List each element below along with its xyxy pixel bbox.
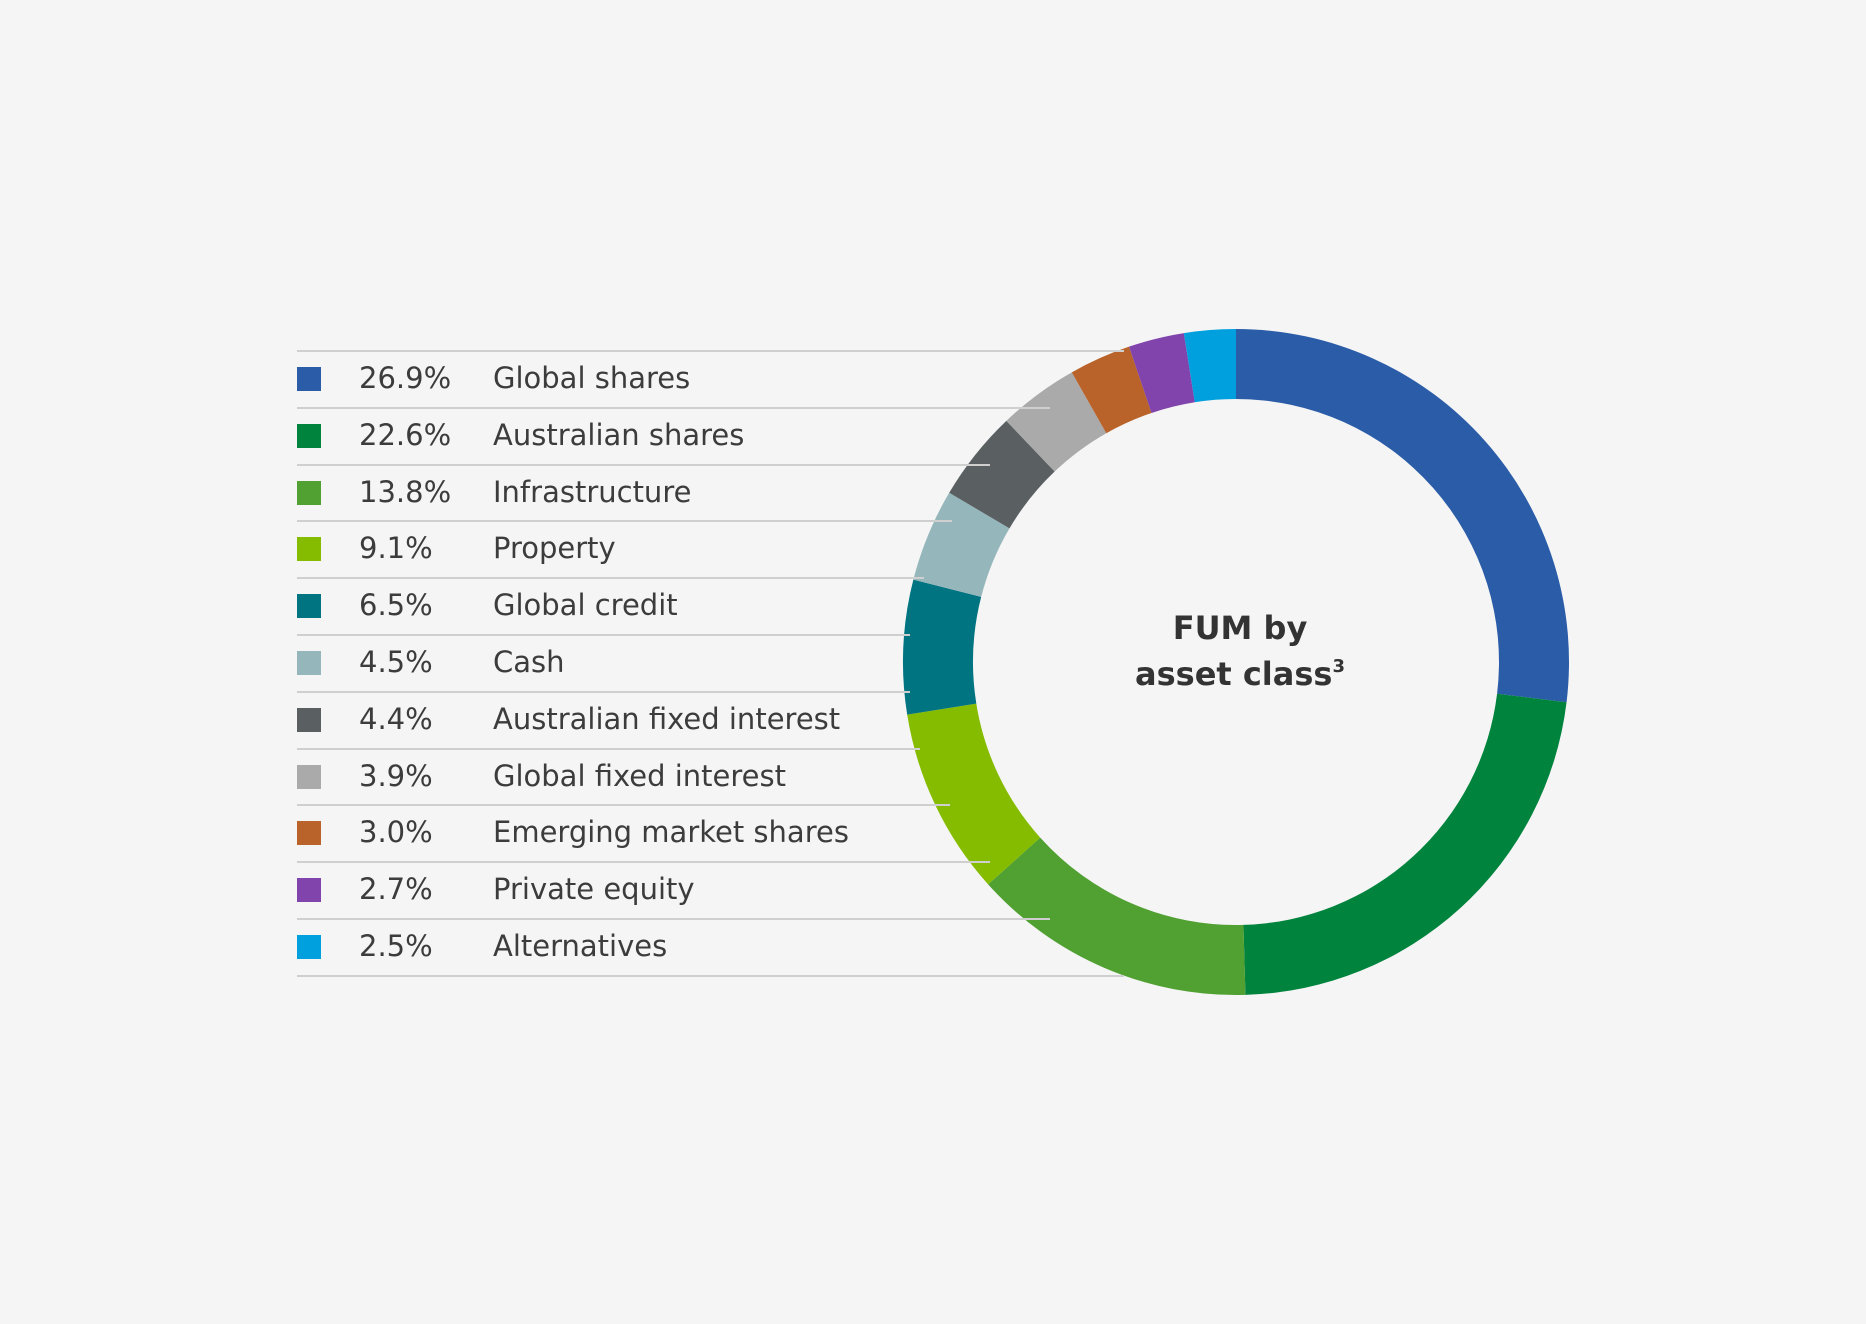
chart-title-line1: FUM by [1172,609,1308,647]
chart-title: FUM by asset class3 [1060,605,1420,697]
donut-slice [1006,372,1107,472]
donut-slice [1183,329,1236,403]
legend-swatch [297,821,321,845]
chart-title-line2: asset class3 [1060,651,1420,697]
legend-divider [297,748,920,750]
legend-percent: 22.6% [359,418,452,452]
legend-swatch [297,367,321,391]
legend-percent: 2.7% [359,872,433,906]
legend-label: Cash [493,645,565,679]
legend-label: Global credit [493,588,678,622]
legend-percent: 13.8% [359,475,452,509]
legend-label: Emerging market shares [493,815,849,849]
legend-percent: 2.5% [359,929,433,963]
legend-divider [297,804,950,806]
legend-divider [297,918,1050,920]
donut-slice [1243,693,1567,995]
legend-percent: 26.9% [359,361,452,395]
donut-slice [1129,333,1195,413]
legend-label: Australian fixed interest [493,702,841,736]
donut-slice [1236,329,1570,703]
legend-swatch [297,935,321,959]
chart-title-footnote: 3 [1332,656,1345,677]
legend-divider [297,520,952,522]
donut-slice [903,579,982,715]
legend-label: Property [493,531,616,565]
legend-label: Global fixed interest [493,759,786,793]
legend-divider [297,634,910,636]
legend-swatch [297,651,321,675]
legend-percent: 4.4% [359,702,433,736]
donut-slice [988,837,1246,995]
legend-swatch [297,537,321,561]
legend-swatch [297,481,321,505]
donut-slice [907,703,1041,885]
legend-percent: 4.5% [359,645,433,679]
legend-label: Alternatives [493,929,668,963]
legend-label: Australian shares [493,418,745,452]
legend-label: Private equity [493,872,695,906]
legend-divider [297,464,990,466]
legend-swatch [297,878,321,902]
donut-slice [1071,346,1152,434]
donut-slice [949,420,1055,529]
legend-divider [297,577,924,579]
legend-label: Infrastructure [493,475,692,509]
legend-swatch [297,424,321,448]
legend-divider [297,407,1050,409]
legend-swatch [297,594,321,618]
donut-slice [913,492,1010,597]
legend-percent: 6.5% [359,588,433,622]
legend-divider [297,861,990,863]
legend-divider [297,975,1124,977]
legend-divider [297,350,1124,352]
legend-divider [297,691,910,693]
legend-label: Global shares [493,361,691,395]
legend-percent: 3.9% [359,759,433,793]
chart-title-text: asset class [1135,655,1333,693]
legend-swatch [297,708,321,732]
legend-percent: 3.0% [359,815,433,849]
legend-swatch [297,765,321,789]
legend-percent: 9.1% [359,531,433,565]
